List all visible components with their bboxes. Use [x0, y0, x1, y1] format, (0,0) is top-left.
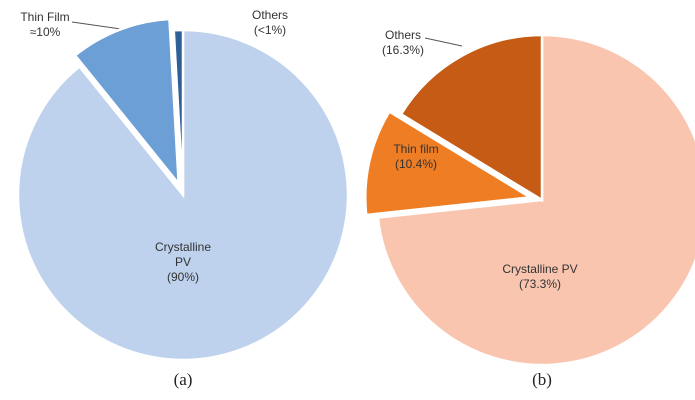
slice-label: Others (16.3%) [368, 28, 438, 58]
slice-label: Thin film (10.4%) [381, 142, 451, 172]
category-label: Others [251, 8, 288, 22]
value-label: (<1%) [253, 23, 287, 37]
pie-slice [364, 109, 535, 217]
value-label: (10.4%) [394, 157, 438, 171]
pie-slice [73, 17, 181, 188]
value-label: ≈10% [29, 25, 61, 39]
slice-label: Thin Film ≈10% [5, 10, 85, 40]
category-label: Crystalline PV [502, 262, 578, 276]
pie-slice [172, 28, 185, 196]
slice-label: Crystalline PV (90%) [148, 240, 218, 285]
category-label: Crystalline PV [154, 240, 211, 269]
pie-slice [376, 33, 695, 367]
chart-caption: (a) [173, 370, 193, 389]
value-label: (16.3%) [381, 43, 425, 57]
value-label: (90%) [166, 270, 199, 284]
value-label: (73.3%) [518, 277, 562, 291]
pie-slice [399, 33, 544, 203]
slice-label: Others (<1%) [235, 8, 305, 38]
category-label: Thin Film [20, 10, 70, 24]
leader-line [424, 37, 463, 47]
category-label: Others [384, 28, 421, 42]
category-label: Thin film [393, 142, 439, 156]
slice-label: Crystalline PV (73.3%) [480, 262, 600, 292]
chart-caption: (b) [532, 370, 552, 389]
